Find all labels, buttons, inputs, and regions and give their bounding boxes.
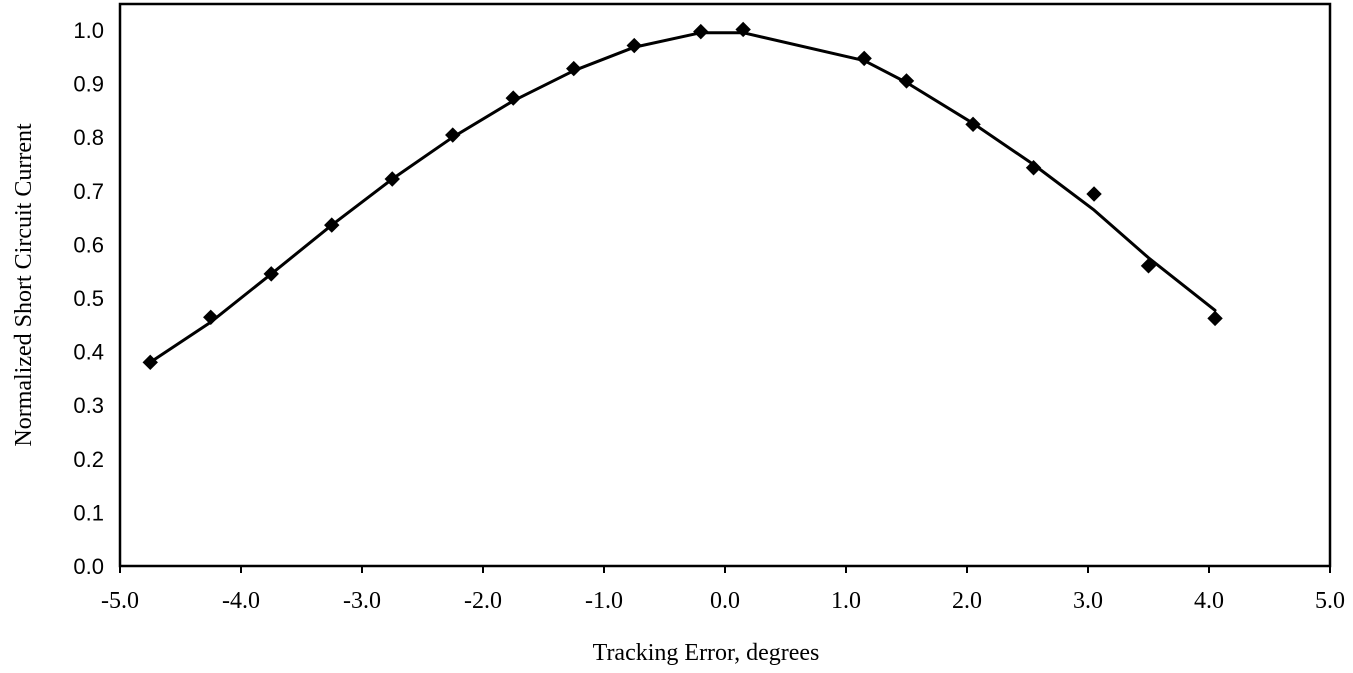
x-tick-label: 0.0 [710,588,740,614]
x-tick-label: -2.0 [464,588,502,614]
y-tick-label: 0.1 [73,500,104,525]
y-tick-label: 0.0 [73,554,104,579]
data-point [1207,310,1223,327]
data-point [384,171,400,187]
x-tick-label: -5.0 [101,588,139,614]
y-tick-label: 0.4 [73,340,104,365]
data-point [965,116,981,133]
data-point [566,60,582,77]
x-axis-tick-labels: -5.0 -4.0 -3.0 -2.0 -1.0 0.0 1.0 2.0 3.0 4.0 5.0 [101,588,1345,614]
data-point [898,73,915,89]
data-point [1140,258,1157,274]
data-point [856,50,872,67]
x-tick-label: 2.0 [952,588,982,614]
data-point [142,354,158,371]
x-axis-tick-marks [119,566,1331,573]
y-tick-label: 0.6 [73,232,104,257]
x-tick-label: 5.0 [1315,588,1345,614]
y-tick-label: 0.3 [73,393,104,418]
y-axis-title: Normalized Short Circuit Current [11,123,37,447]
x-tick-label: 4.0 [1194,588,1224,614]
data-point [626,37,642,54]
data-point [693,23,709,40]
data-point [505,90,521,106]
data-point [1086,186,1102,202]
data-point [1025,160,1042,176]
plot-area [118,2,1332,568]
data-markers [142,21,1223,371]
x-tick-label: -3.0 [343,588,381,614]
y-tick-label: 0.2 [73,447,104,472]
data-point [263,266,279,282]
x-tick-label: 3.0 [1073,588,1103,614]
x-tick-label: -4.0 [222,588,260,614]
y-tick-label: 0.9 [73,72,104,97]
x-tick-label: 1.0 [831,588,861,614]
x-axis-title: Tracking Error, degrees [593,640,820,666]
fit-line [148,31,1217,364]
y-tick-label: 1.0 [73,18,104,43]
x-tick-label: -1.0 [585,588,623,614]
data-point [203,309,219,326]
y-tick-label: 0.8 [73,125,104,150]
data-point [324,217,340,233]
y-tick-label: 0.5 [73,286,104,311]
data-point [735,21,751,38]
data-point [445,127,461,143]
y-axis-tick-labels: 0.0 0.1 0.2 0.3 0.4 0.5 0.6 0.7 0.8 0.9 1.0 [73,18,104,579]
y-tick-label: 0.7 [73,179,104,204]
